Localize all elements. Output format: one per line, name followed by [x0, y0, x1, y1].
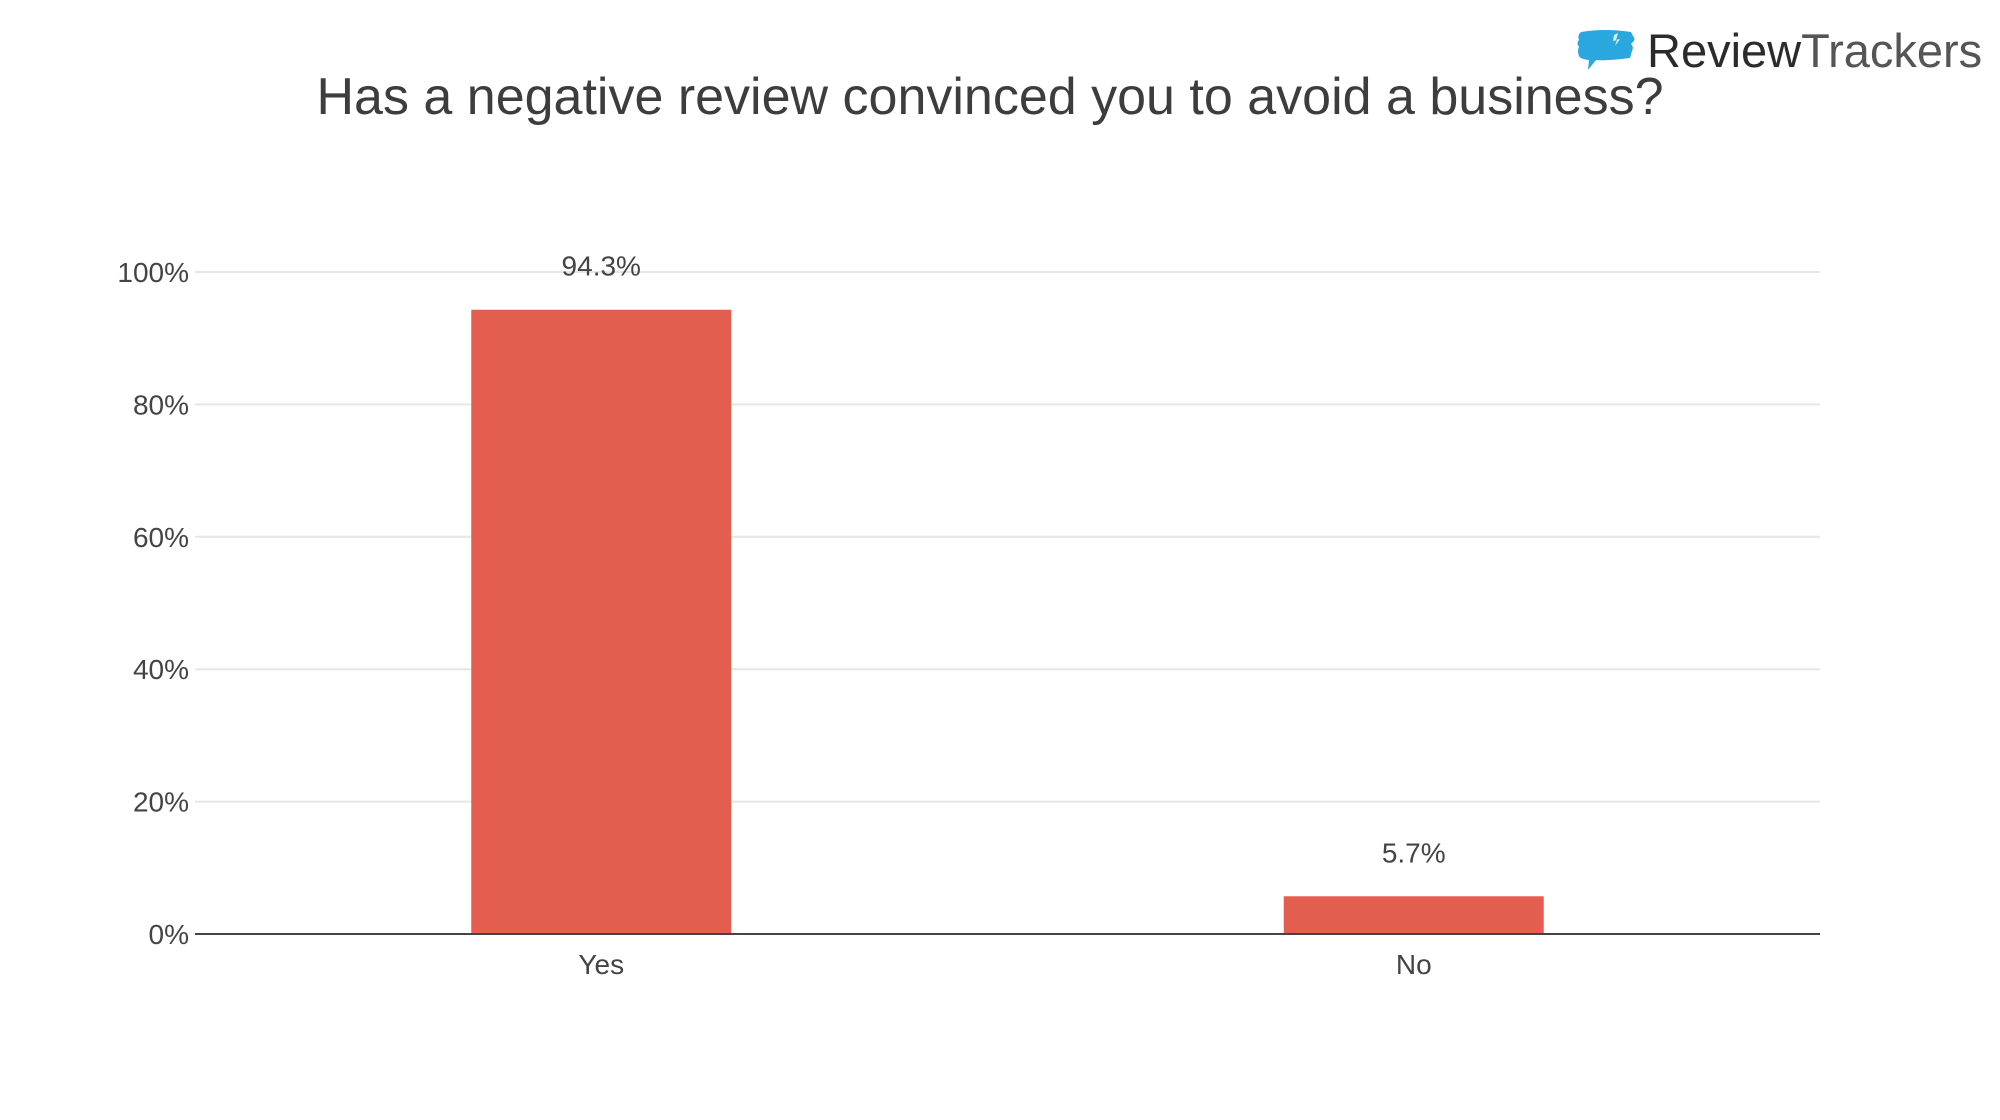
gridlines — [195, 271, 1820, 803]
y-axis-ticks: 0% 20% 40% 60% 80% 100% — [117, 257, 189, 950]
x-axis-ticks: Yes No — [578, 949, 1431, 980]
brand-logo: ReviewTrackers — [1575, 20, 1982, 80]
data-label: 5.7% — [1382, 837, 1446, 868]
chart-title: Has a negative review convinced you to a… — [316, 68, 1664, 126]
y-tick-label: 60% — [133, 522, 189, 553]
y-tick-label: 40% — [133, 654, 189, 685]
bar-yes — [471, 309, 732, 934]
brand-name-light: Trackers — [1801, 23, 1983, 77]
x-tick-label: Yes — [578, 949, 624, 980]
x-tick-label: No — [1396, 949, 1432, 980]
speech-bubble-icon — [1577, 30, 1635, 70]
brand-name-bold: Review — [1647, 23, 1802, 77]
y-tick-label: 0% — [149, 919, 189, 950]
bar-no — [1283, 896, 1544, 934]
brand-name: ReviewTrackers — [1647, 27, 1982, 74]
y-tick-label: 20% — [133, 787, 189, 818]
bars: 94.3% 5.7% — [471, 251, 1544, 934]
y-tick-label: 80% — [133, 389, 189, 420]
data-label: 94.3% — [562, 251, 641, 282]
y-tick-label: 100% — [117, 257, 189, 288]
